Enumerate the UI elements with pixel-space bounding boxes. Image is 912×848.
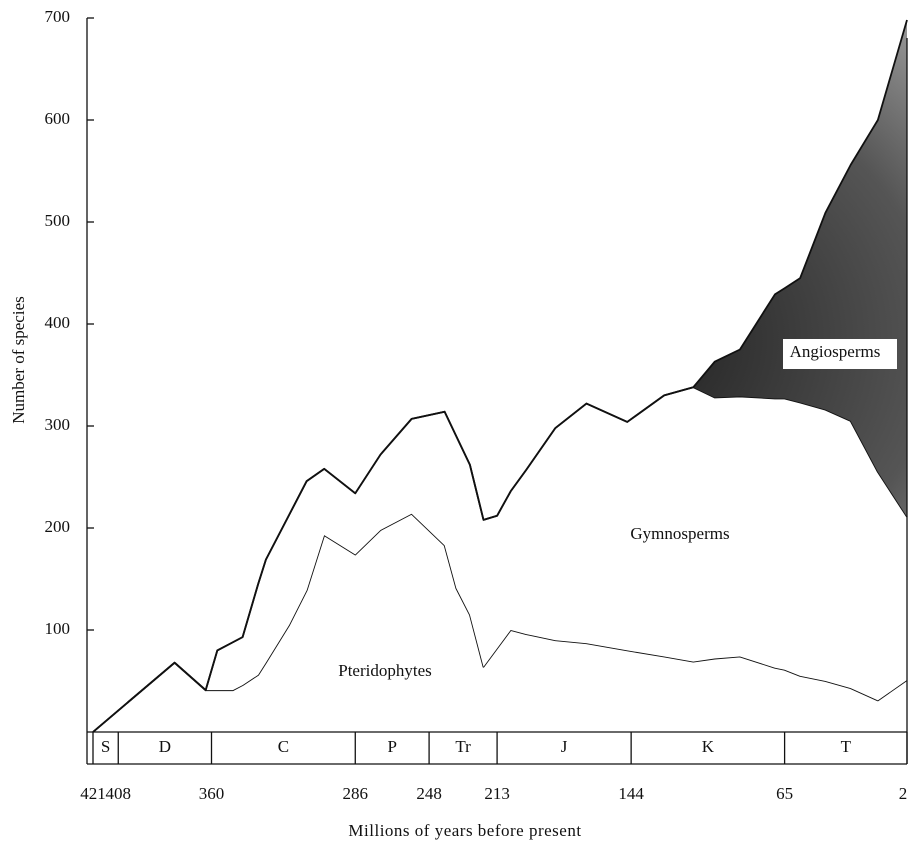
area-fill <box>93 387 907 732</box>
x-tick-label: 213 <box>484 784 510 803</box>
y-tick-label: 700 <box>45 7 71 26</box>
series-line <box>92 19 908 733</box>
period-label: S <box>101 737 110 756</box>
x-tick-label: 360 <box>199 784 225 803</box>
series-label: Gymnosperms <box>630 524 729 543</box>
area-fill <box>93 20 907 733</box>
period-label: K <box>702 737 715 756</box>
period-label: D <box>159 737 171 756</box>
x-tick-label: 421 <box>80 784 106 803</box>
y-tick-label: 100 <box>45 619 71 638</box>
x-tick-label: 408 <box>106 784 132 803</box>
period-label: C <box>278 737 289 756</box>
y-tick-label: 500 <box>45 211 71 230</box>
x-axis-label: Millions of years before present <box>348 821 581 840</box>
period-label: P <box>387 737 396 756</box>
x-tick-label: 286 <box>343 784 369 803</box>
y-tick-label: 200 <box>45 517 71 536</box>
y-tick-label: 300 <box>45 415 71 434</box>
period-label: J <box>561 737 568 756</box>
x-tick-label: 144 <box>618 784 644 803</box>
period-label: T <box>841 737 852 756</box>
label-box <box>783 339 897 369</box>
series-label: Angiosperms <box>790 342 881 361</box>
x-tick-label: 65 <box>776 784 793 803</box>
x-tick-label: 2 <box>899 784 908 803</box>
y-tick-label: 400 <box>45 313 71 332</box>
x-tick-label: 248 <box>416 784 442 803</box>
period-label: Tr <box>455 737 471 756</box>
series-label: Pteridophytes <box>338 661 432 680</box>
area-fill <box>93 513 907 732</box>
y-tick-label: 600 <box>45 109 71 128</box>
y-axis-label: Number of species <box>9 296 28 423</box>
